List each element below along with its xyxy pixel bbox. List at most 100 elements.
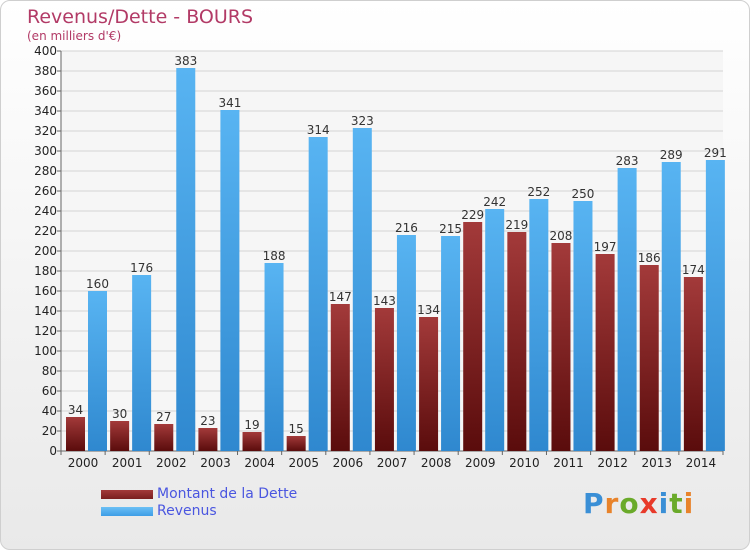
data-label-dette: 15 — [289, 422, 304, 436]
bar-revenus — [485, 209, 505, 451]
x-tick-label: 2014 — [686, 456, 717, 470]
data-label-revenus: 252 — [527, 185, 550, 199]
data-label-dette: 23 — [200, 414, 215, 428]
bar-dette — [286, 436, 306, 451]
y-tick-label: 200 — [34, 244, 57, 258]
bar-dette — [66, 417, 85, 451]
y-tick-label: 300 — [34, 144, 57, 158]
bar-revenus — [132, 275, 152, 451]
y-tick-label: 100 — [34, 344, 57, 358]
y-tick-label: 0 — [49, 444, 57, 458]
bar-dette — [507, 232, 527, 451]
data-label-revenus: 341 — [218, 96, 241, 110]
bar-dette — [242, 432, 262, 451]
bar-dette — [551, 243, 571, 451]
y-tick-label: 180 — [34, 264, 57, 278]
data-label-dette: 147 — [329, 290, 352, 304]
y-tick-label: 80 — [42, 364, 57, 378]
data-label-dette: 208 — [550, 229, 573, 243]
y-tick-label: 160 — [34, 284, 57, 298]
data-label-revenus: 160 — [86, 277, 109, 291]
data-label-dette: 174 — [682, 263, 705, 277]
data-label-revenus: 291 — [704, 146, 727, 160]
chart-unit-label: (en milliers d'€) — [27, 29, 122, 43]
chart-title: Revenus/Dette - BOURS — [27, 6, 254, 28]
bar-revenus — [705, 160, 725, 451]
legend-label-dette: Montant de la Dette — [157, 486, 298, 502]
x-tick-label: 2001 — [112, 456, 143, 470]
logo-letter: r — [604, 487, 620, 520]
bar-dette — [374, 308, 394, 451]
logo-letter: o — [619, 487, 640, 520]
legend-swatch-revenus — [101, 507, 153, 516]
x-tick-label: 2011 — [553, 456, 584, 470]
data-label-revenus: 323 — [351, 114, 374, 128]
bar-dette — [683, 277, 703, 451]
x-tick-label: 2006 — [333, 456, 364, 470]
data-label-revenus: 216 — [395, 221, 418, 235]
data-label-dette: 219 — [505, 218, 528, 232]
bar-dette — [463, 222, 483, 451]
x-tick-label: 2008 — [421, 456, 452, 470]
x-tick-label: 2000 — [68, 456, 99, 470]
data-label-revenus: 383 — [174, 54, 197, 68]
logo-letter: i — [683, 487, 695, 520]
x-tick-label: 2004 — [244, 456, 275, 470]
y-tick-label: 320 — [34, 124, 57, 138]
bar-revenus — [661, 162, 681, 451]
bar-revenus — [264, 263, 284, 451]
bar-dette — [154, 424, 174, 451]
y-tick-label: 60 — [42, 384, 57, 398]
x-tick-label: 2007 — [377, 456, 408, 470]
data-label-revenus: 314 — [307, 123, 330, 137]
data-label-revenus: 289 — [660, 148, 683, 162]
bar-revenus — [88, 291, 107, 451]
x-tick-label: 2002 — [156, 456, 187, 470]
y-tick-label: 340 — [34, 104, 57, 118]
y-tick-label: 400 — [34, 44, 57, 58]
bar-revenus — [573, 201, 593, 451]
y-tick-label: 360 — [34, 84, 57, 98]
data-label-revenus: 176 — [130, 261, 153, 275]
y-tick-label: 240 — [34, 204, 57, 218]
bar-revenus — [220, 110, 240, 451]
bar-dette — [198, 428, 218, 451]
data-label-revenus: 250 — [572, 187, 595, 201]
data-label-dette: 229 — [461, 208, 484, 222]
legend-swatch-dette — [101, 490, 153, 499]
bar-revenus — [308, 137, 328, 451]
data-label-dette: 186 — [638, 251, 661, 265]
x-tick-label: 2005 — [288, 456, 319, 470]
x-tick-label: 2010 — [509, 456, 540, 470]
bar-revenus — [617, 168, 637, 451]
bar-dette — [419, 317, 439, 451]
data-label-dette: 134 — [417, 303, 440, 317]
data-label-dette: 197 — [594, 240, 617, 254]
data-label-dette: 19 — [244, 418, 259, 432]
bar-dette — [595, 254, 615, 451]
bar-revenus — [352, 128, 372, 451]
logo-letter: i — [658, 487, 670, 520]
bar-revenus — [396, 235, 416, 451]
bar-revenus — [176, 68, 196, 451]
y-tick-label: 20 — [42, 424, 57, 438]
x-tick-label: 2012 — [597, 456, 628, 470]
bar-revenus — [441, 236, 461, 451]
data-label-dette: 27 — [156, 410, 171, 424]
bar-dette — [639, 265, 659, 451]
data-label-dette: 34 — [68, 403, 83, 417]
proxiti-logo: Proxiti — [583, 487, 694, 520]
data-label-revenus: 215 — [439, 222, 462, 236]
y-tick-label: 260 — [34, 184, 57, 198]
y-tick-label: 40 — [42, 404, 57, 418]
data-label-dette: 30 — [112, 407, 127, 421]
bar-revenus — [529, 199, 549, 451]
y-tick-label: 380 — [34, 64, 57, 78]
x-tick-label: 2003 — [200, 456, 231, 470]
bar-dette — [330, 304, 350, 451]
logo-letter: t — [669, 487, 684, 520]
y-tick-label: 280 — [34, 164, 57, 178]
y-tick-label: 120 — [34, 324, 57, 338]
